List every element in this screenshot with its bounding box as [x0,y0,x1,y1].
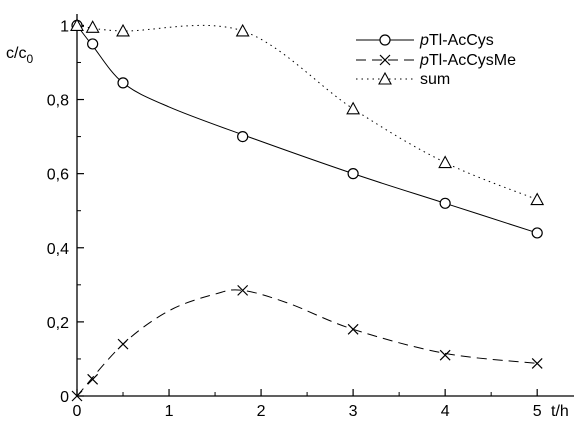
y-axis-label-subscript: 0 [26,52,33,66]
y-tick-label: 0,2 [47,315,69,332]
data-point-sum [438,155,453,169]
x-tick-label: 4 [441,403,450,420]
data-point-acysme [439,349,451,361]
y-tick-label: 0,6 [47,167,69,184]
legend-label-acys-prefix: p [419,32,429,49]
data-point-acysme [71,390,83,402]
data-point-sum [346,101,361,115]
legend-label-acys: pTl-AcCys [419,32,494,49]
data-point-acys [87,38,99,50]
series-markers [70,18,545,402]
legend-item-sum: sum [356,71,450,88]
data-point-acysme [347,323,359,335]
data-point-acys [531,227,543,239]
data-point-sum [116,23,130,37]
series-curves [76,24,538,397]
y-axis-label: c/c0 [6,45,33,66]
x-tick-label: 2 [257,403,266,420]
data-point-acys [439,197,451,209]
data-point-acysme [237,284,249,296]
legend-label-acys-name: Tl-AcCys [429,32,494,49]
x-tick-label: 1 [165,403,174,420]
data-point-acysme [87,373,99,385]
data-point-acysme [117,338,129,350]
legend-label-acysme-name: Tl-AcCysMe [429,52,516,69]
legend: pTl-AcCys pTl-AcCysMe sum [356,32,516,88]
x-tick-label: 5 [533,403,542,420]
legend-label-acysme: pTl-AcCysMe [419,52,516,69]
x-tick-label: 3 [349,403,358,420]
legend-label-sum: sum [420,71,450,88]
x-tick-label: 0 [73,403,82,420]
legend-label-acysme-prefix: p [419,52,429,69]
data-point-acys [237,130,249,143]
data-point-sum [85,20,100,33]
y-axis-label-main: c/c [6,45,26,62]
data-point-sum [530,192,545,206]
axes [76,14,574,397]
data-point-acys [347,168,359,180]
legend-marker-acys [379,34,391,46]
series-line-acysme [76,289,538,397]
data-point-sum [70,18,84,31]
legend-item-acysme: pTl-AcCysMe [356,52,516,69]
y-tick-label: 1 [60,18,69,35]
axis-ticks: 0 1 2 3 4 5 0 0,2 0,4 0,6 0,8 1 [47,18,542,420]
data-point-sum [235,23,250,37]
y-tick-label: 0 [60,389,69,406]
y-tick-label: 0,8 [47,93,69,110]
data-point-acysme [531,357,543,369]
x-axis-label: t/h [551,403,569,420]
legend-marker-acysme [379,54,391,66]
data-point-acys [117,77,129,89]
y-tick-label: 0,4 [47,241,69,258]
legend-marker-sum [378,71,392,85]
legend-item-acys: pTl-AcCys [356,32,494,49]
